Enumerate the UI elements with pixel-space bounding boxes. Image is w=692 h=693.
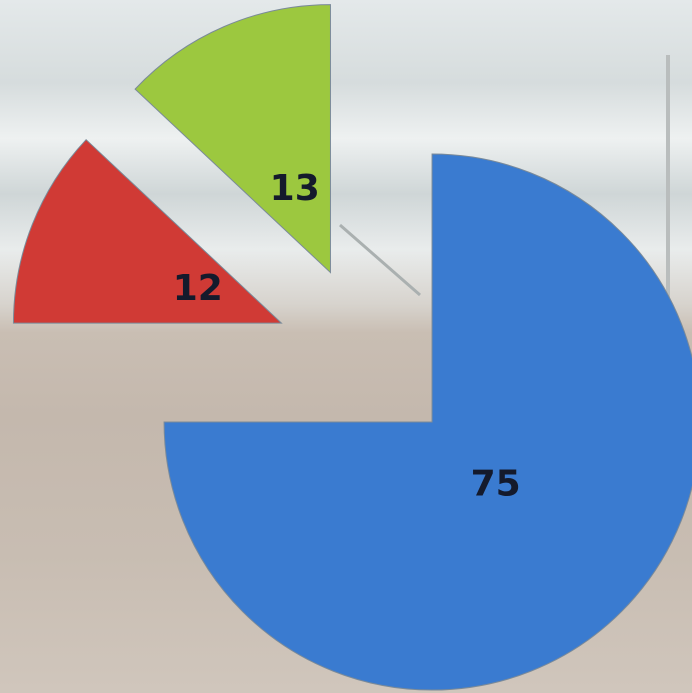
pie-slice: [134, 4, 331, 274]
data-label: 13: [270, 168, 320, 209]
pie-slice: [163, 153, 692, 691]
data-label: 75: [471, 464, 521, 505]
pie-slice: [12, 138, 283, 324]
data-label: 12: [173, 268, 223, 309]
rope: [339, 223, 421, 297]
